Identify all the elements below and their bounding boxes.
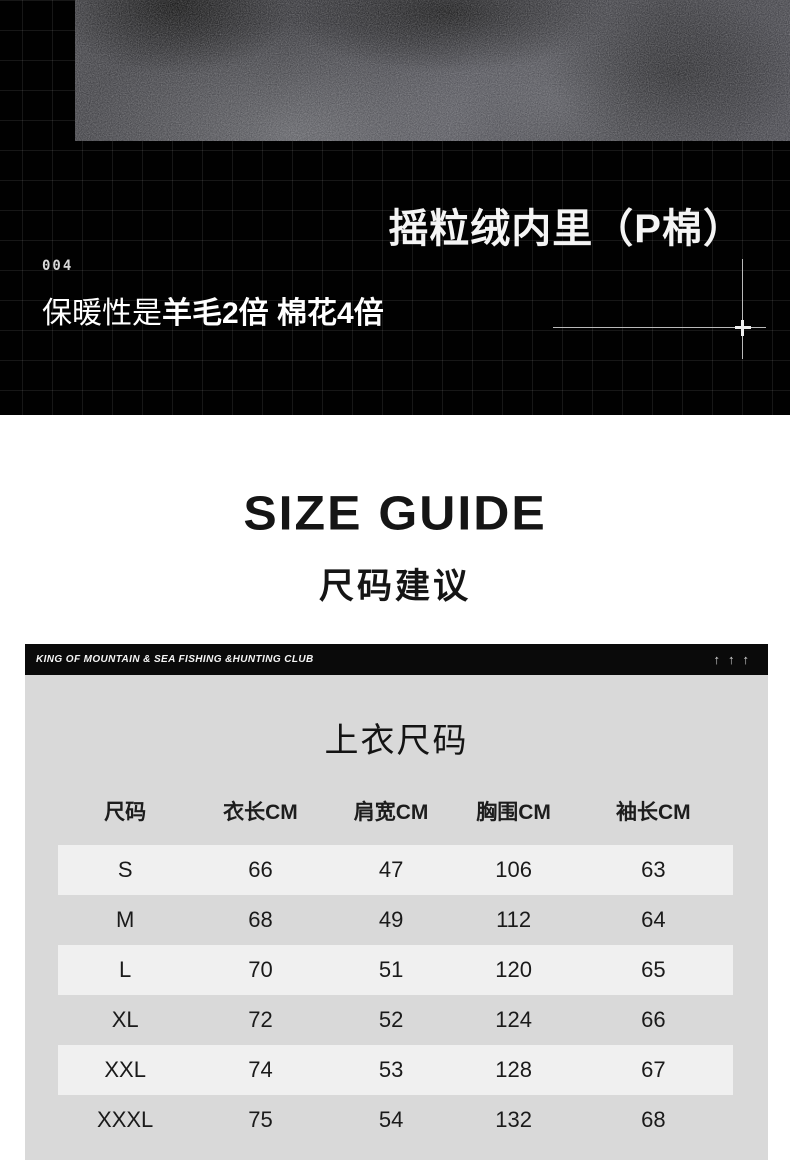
size-cell: XXXL [97,1107,154,1132]
size-table-panel: 上衣尺码 尺码 衣长CM 肩宽CM 胸围CM 袖长CM S 66 47 106 … [25,675,768,1160]
crosshair-horizontal-line [553,327,766,328]
column-header: 袖长CM [615,801,691,824]
chest-cell: 112 [496,907,532,932]
table-header-row: 尺码 衣长CM 肩宽CM 胸围CM 袖长CM [58,796,733,826]
size-cell: M [115,907,135,932]
size-cell: L [119,957,132,982]
sleeve-cell: 66 [641,1007,666,1032]
shoulder-cell: 47 [378,857,404,882]
length-cell: 75 [248,1107,273,1132]
sleeve-cell: 67 [641,1057,666,1082]
shoulder-cell: 52 [378,1007,404,1032]
column-header: 衣长CM [223,801,298,824]
chest-cell: 106 [495,857,532,882]
hero-warmth-bold: 羊毛2倍 棉花4倍 [162,297,384,330]
sleeve-cell: 65 [641,957,666,982]
table-row: XXXL 75 54 132 68 [58,1095,733,1145]
shoulder-cell: 54 [378,1107,404,1132]
size-guide-title-en: SIZE GUIDE [243,486,547,540]
column-header: 胸围CM [476,801,551,824]
table-row: M 68 49 112 64 [58,895,733,945]
crosshair-plus-icon [741,320,744,336]
hero-headline: 摇粒绒内里（P棉） [388,207,744,251]
sleeve-cell: 63 [641,857,666,882]
length-cell: 66 [248,857,273,882]
chest-cell: 128 [495,1057,532,1082]
column-header: 肩宽CM [353,801,429,824]
sleeve-cell: 64 [641,907,666,932]
table-row: L 70 51 120 65 [58,945,733,995]
chest-cell: 132 [495,1107,532,1132]
hero-section: 摇粒绒内里（P棉） 004 保暖性是羊毛2倍 棉花4倍 [0,0,790,415]
length-cell: 74 [248,1057,273,1082]
chest-cell: 120 [495,957,532,982]
size-guide-title-cn: 尺码建议 [318,567,471,606]
length-cell: 72 [248,1007,273,1032]
table-title: 上衣尺码 [324,722,469,760]
size-cell: XXL [104,1057,146,1082]
chest-cell: 124 [495,1007,532,1032]
club-brand-text: KING OF MOUNTAIN & SEA FISHING &HUNTING … [36,654,314,665]
length-cell: 70 [248,957,273,982]
up-arrows-icon: ↑↑↑ [713,652,757,667]
size-cell: XL [111,1007,139,1032]
hero-warmth-text: 保暖性是羊毛2倍 棉花4倍 [42,288,384,332]
table-body: S 66 47 106 63 M 68 49 112 64 L 70 51 12… [58,845,733,1145]
shoulder-cell: 51 [378,957,404,982]
length-cell: 68 [248,907,273,932]
sleeve-cell: 68 [641,1107,666,1132]
size-cell: S [117,857,133,882]
table-row: XL 72 52 124 66 [58,995,733,1045]
hero-index-label: 004 [42,258,74,274]
crosshair-vertical-line [742,259,743,359]
hero-warmth-prefix: 保暖性是 [42,297,162,330]
club-banner-bar: KING OF MOUNTAIN & SEA FISHING &HUNTING … [25,644,768,675]
fleece-texture-image [75,0,790,141]
shoulder-cell: 49 [378,907,404,932]
shoulder-cell: 53 [378,1057,404,1082]
column-header: 尺码 [104,801,147,824]
table-row: S 66 47 106 63 [58,845,733,895]
table-row: XXL 74 53 128 67 [58,1045,733,1095]
